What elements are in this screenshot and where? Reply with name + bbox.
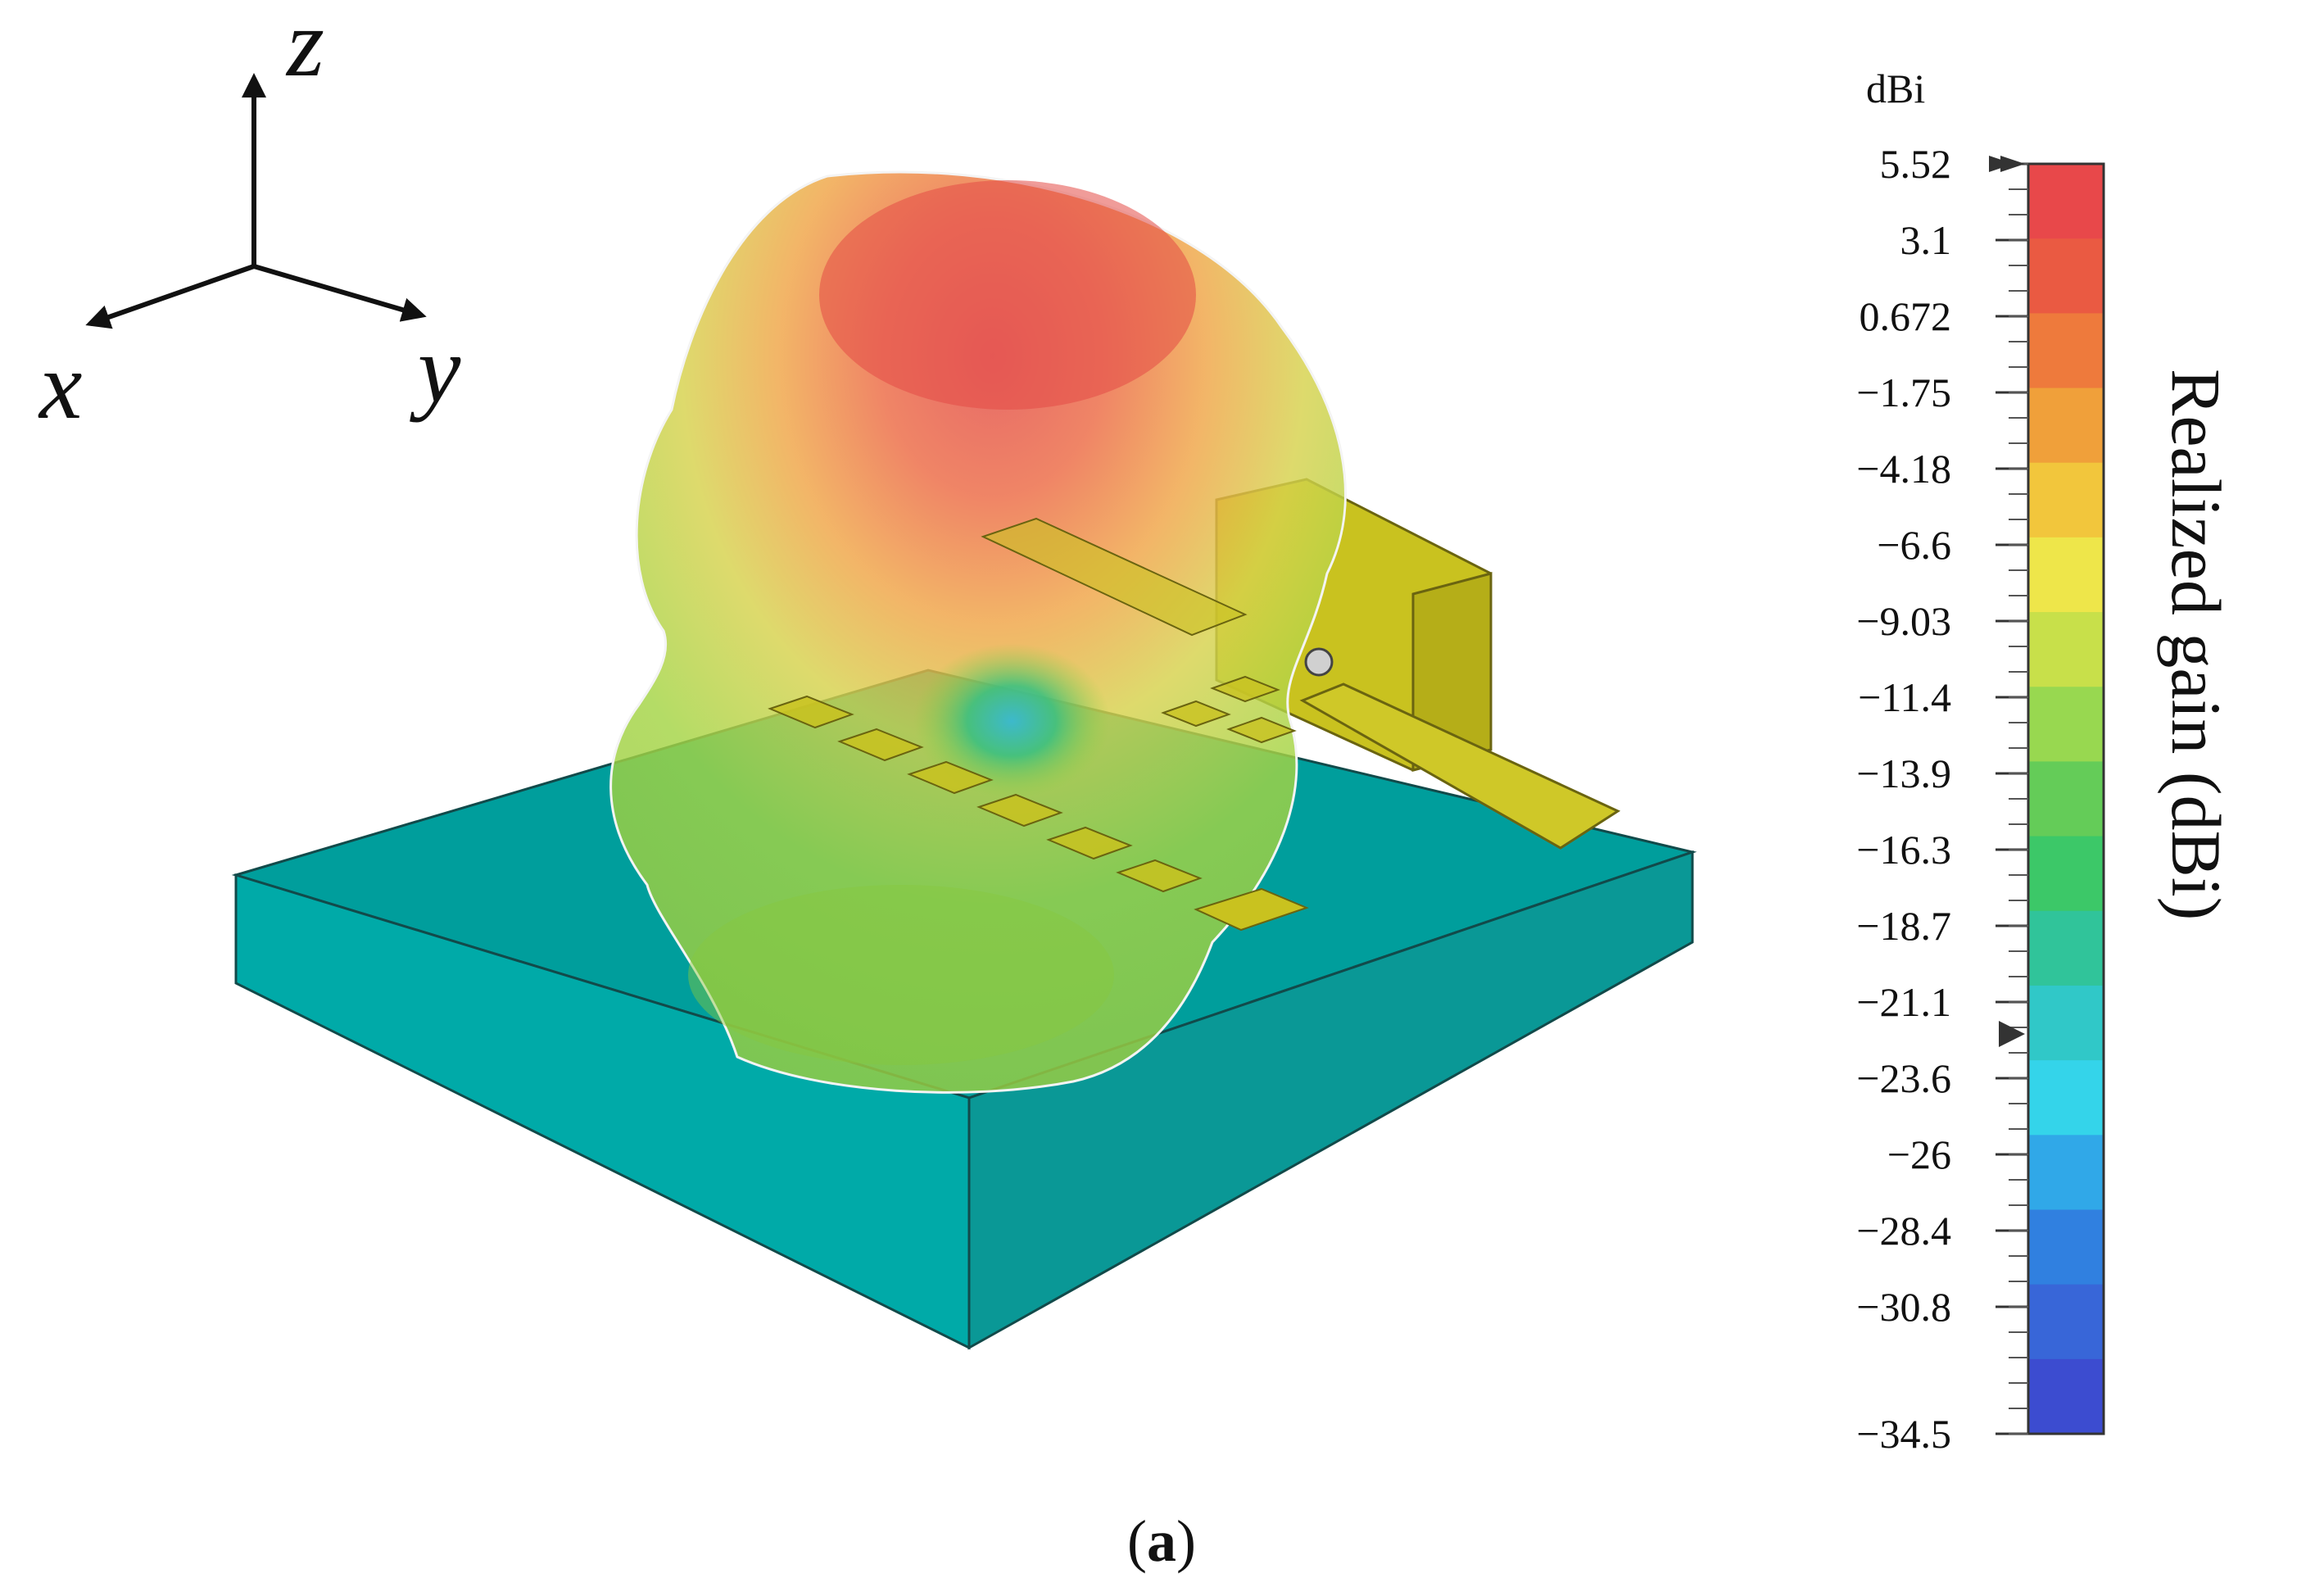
director-strip-5: [1046, 826, 1133, 860]
colorbar-block: [2028, 1209, 2104, 1285]
colorbar-tick-label: −23.6: [1856, 1055, 1951, 1101]
colorbar-tick-label: −21.1: [1856, 979, 1951, 1025]
antenna-structure: [1215, 478, 1621, 850]
colorbar-tick-label: −16.3: [1856, 827, 1951, 873]
min-level-marker: [1999, 1021, 2025, 1047]
caption-open-paren: (: [1127, 1508, 1147, 1574]
colorbar-ticks: 5.52 3.1 0.672 −1.75 −4.18 −6.6 −9.03 −11.4 −13.…: [1856, 141, 2028, 1457]
colorbar-tick-label: 3.1: [1900, 217, 1952, 263]
z-axis-label: z: [285, 0, 324, 97]
feed-strip-c: [1226, 716, 1297, 744]
colorbar-block: [2028, 238, 2104, 314]
colorbar-block: [2028, 462, 2104, 538]
colorbar-block: [2028, 910, 2104, 986]
colorbar-unit: dBi: [1866, 66, 1925, 111]
colorbar-tick-label: −1.75: [1856, 370, 1951, 415]
dipole-arm-upper: [981, 517, 1248, 637]
colorbar-block: [2028, 1284, 2104, 1360]
colorbar-block: [2028, 761, 2104, 837]
dipole-arm-lower: [1194, 887, 1309, 932]
colorbar-block: [2028, 537, 2104, 613]
colorbar-tick-label: −11.4: [1858, 674, 1951, 720]
coax-connector: [1304, 647, 1334, 677]
colorbar-block: [2028, 1060, 2104, 1136]
lobe-bulge-top: [819, 180, 1196, 410]
max-marker-2: [2000, 156, 2025, 172]
colorbar-block: [2028, 313, 2104, 389]
y-axis-arrow: [253, 264, 427, 322]
substrate-right-face: [967, 850, 1694, 1350]
colorbar-tick-label: −9.03: [1856, 598, 1951, 644]
colorbar-tick-label: −26: [1887, 1131, 1951, 1177]
colorbar-block: [2028, 388, 2104, 464]
colorbar-tick-label: −4.18: [1856, 446, 1951, 492]
colorbar-block: [2028, 612, 2104, 687]
lobe-null-region: [913, 643, 1110, 799]
director-strip-6: [1116, 859, 1203, 893]
colorbar-block: [2028, 836, 2104, 912]
director-strip-2: [837, 728, 924, 762]
director-strips: [768, 517, 1309, 932]
colorbar-tick-label: −34.5: [1856, 1411, 1951, 1457]
colorbar-tick-label: −28.4: [1856, 1208, 1951, 1254]
colorbar-tick-label: −13.9: [1856, 750, 1951, 796]
director-strip-4: [976, 793, 1063, 828]
director-strip-3: [907, 760, 994, 795]
colorbar-title: Realized gain (dBi): [2157, 369, 2236, 920]
figure-caption: (a): [1127, 1508, 1196, 1574]
colorbar-block: [2028, 985, 2104, 1061]
y-axis-label: y: [410, 315, 461, 423]
microstrip-line: [1299, 682, 1621, 850]
colorbar-tick-label: −18.7: [1856, 903, 1951, 949]
x-axis-label: x: [38, 332, 82, 439]
colorbar-block: [2028, 1358, 2104, 1435]
colorbar-tick-label: −6.6: [1877, 522, 1951, 568]
colorbar-tick-label: 0.672: [1860, 293, 1952, 339]
colorbar-tick-label: −30.8: [1856, 1284, 1951, 1330]
colorbar-block: [2028, 687, 2104, 763]
axes-triad: z x y: [38, 0, 461, 439]
feed-strip-b: [1210, 675, 1280, 703]
caption-close-paren: ): [1176, 1508, 1196, 1574]
colorbar-block: [2028, 1135, 2104, 1211]
colorbar-tick-label: 5.52: [1880, 141, 1952, 187]
director-strip-1: [768, 695, 854, 729]
feed-strip-a: [1161, 700, 1231, 728]
colorbar-block: [2028, 164, 2104, 239]
x-axis-arrow: [85, 264, 255, 329]
lobe-lower-bulge: [688, 885, 1114, 1065]
feed-block-side: [1411, 572, 1493, 772]
colorbar: dBi 5.52 3.1 0.672 −1.75 −4.18 −6.6 −9.03 −11.4…: [1856, 66, 2236, 1457]
colorbar-gradient: [2028, 164, 2104, 1435]
caption-letter: a: [1147, 1508, 1176, 1574]
